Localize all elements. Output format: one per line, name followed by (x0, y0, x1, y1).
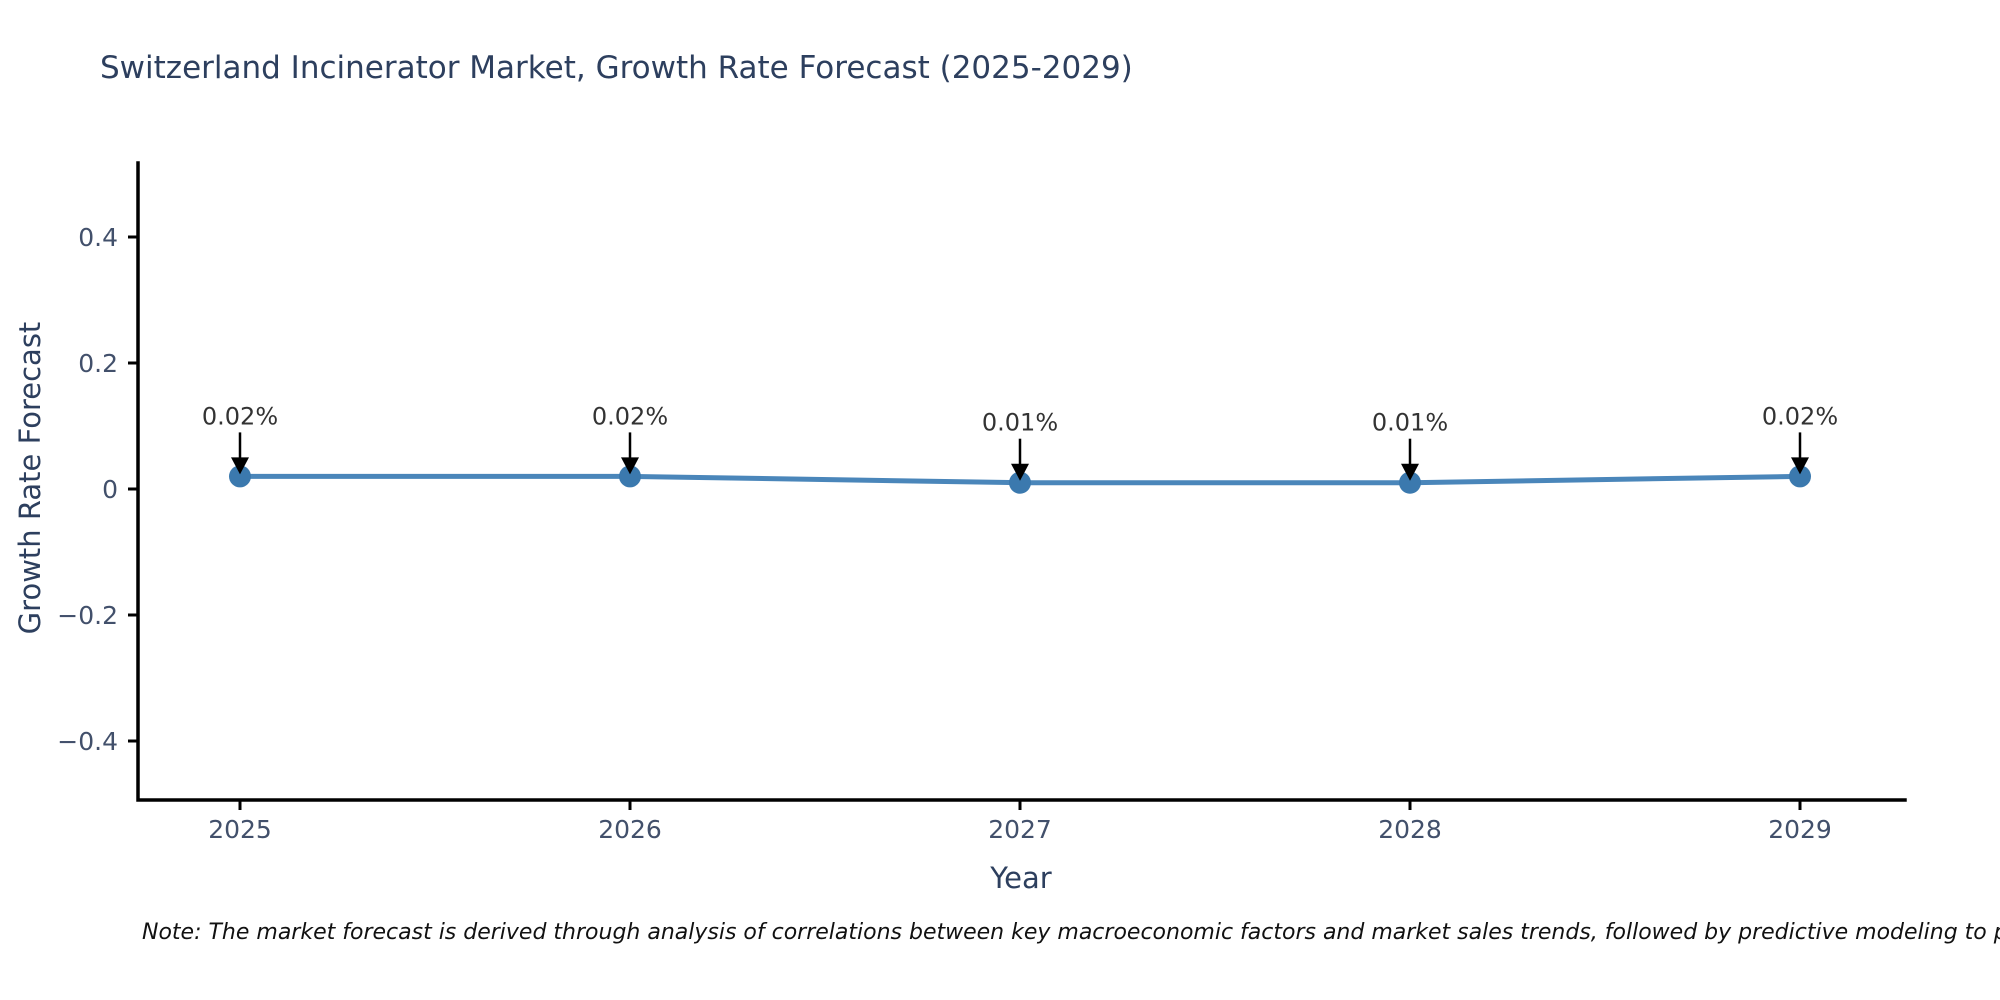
x-tick-label: 2028 (1378, 815, 1442, 844)
annotation-arrow-head (1401, 463, 1419, 481)
y-tick-label: −0.2 (57, 601, 118, 630)
annotation-arrow-head (1011, 463, 1029, 481)
data-point-marker (1009, 471, 1031, 494)
x-axis-title: Year (990, 861, 1052, 895)
annotation-label: 0.02% (202, 402, 278, 430)
x-tick-label: 2027 (988, 815, 1052, 844)
x-tick-label: 2025 (208, 815, 272, 844)
footnote: Note: The market forecast is derived thr… (142, 920, 2000, 945)
data-point-marker (229, 465, 251, 488)
x-tick-label: 2029 (1768, 815, 1832, 844)
annotation-arrow-head (1791, 457, 1809, 475)
x-tick-label: 2026 (598, 815, 662, 844)
axis-spine (136, 161, 1907, 802)
chart-title: Switzerland Incinerator Market, Growth R… (100, 50, 1133, 86)
y-tick-label: −0.4 (57, 727, 118, 756)
annotation-label: 0.02% (592, 402, 668, 430)
annotation-arrow-head (231, 457, 249, 475)
annotation-arrow-head (621, 457, 639, 475)
y-tick-label: 0.2 (78, 349, 118, 378)
data-point-marker (1399, 471, 1421, 494)
data-point-marker (619, 465, 641, 488)
annotation-label: 0.02% (1762, 402, 1838, 430)
data-point-marker (1789, 465, 1811, 488)
annotation-label: 0.01% (982, 409, 1058, 437)
annotation-label: 0.01% (1372, 409, 1448, 437)
y-tick-label: 0.4 (78, 223, 118, 252)
y-tick-label: 0 (102, 475, 118, 504)
